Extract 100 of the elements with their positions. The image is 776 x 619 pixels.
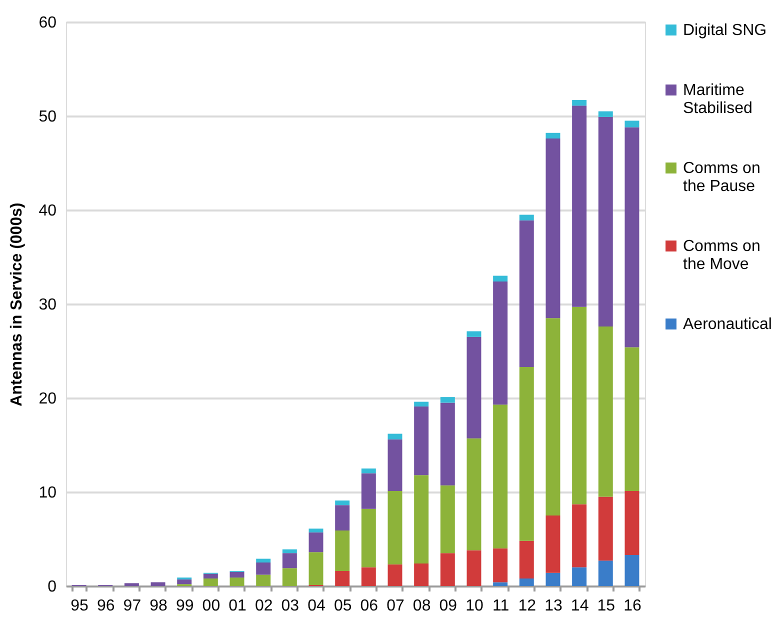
x-tick-label: 96: [96, 598, 115, 614]
bar: [519, 578, 534, 586]
bar: [388, 564, 402, 586]
bar: [230, 578, 244, 586]
bar: [519, 366, 534, 541]
legend-label: Comms on the Move: [683, 238, 760, 273]
y-tick-label: 20: [38, 390, 57, 408]
bar: [546, 572, 560, 586]
x-tick-label: 97: [123, 598, 142, 614]
bar: [598, 560, 613, 586]
bar: [388, 491, 402, 564]
bar: [598, 116, 613, 327]
x-tick-label: 15: [597, 598, 616, 614]
bar: [335, 500, 350, 506]
bar: [150, 582, 166, 586]
bar: [466, 331, 482, 337]
bar: [519, 214, 534, 220]
bar: [598, 111, 613, 117]
bar: [493, 582, 508, 586]
bar: [256, 558, 271, 562]
bar: [335, 570, 350, 586]
bar: [546, 132, 560, 139]
bar: [440, 485, 455, 554]
bar: [335, 505, 350, 531]
bar: [624, 554, 640, 586]
x-tick-label: 02: [254, 598, 273, 614]
bar: [572, 100, 587, 106]
bar: [572, 504, 587, 568]
x-tick-label: 08: [412, 598, 431, 614]
x-tick-label: 98: [150, 598, 168, 614]
bar: [414, 406, 429, 476]
bar: [546, 516, 560, 573]
bar: [466, 550, 482, 586]
bar: [546, 318, 560, 516]
bar: [335, 530, 350, 571]
x-tick-label: 10: [466, 598, 484, 614]
bar: [624, 347, 640, 492]
bar: [203, 578, 218, 586]
bar: [308, 552, 324, 586]
x-tick-label: 09: [439, 598, 458, 614]
x-tick-label: 11: [492, 598, 510, 614]
y-tick-label: 50: [38, 108, 57, 126]
bar: [624, 120, 640, 128]
bar: [546, 138, 560, 318]
x-tick-label: 07: [386, 598, 404, 614]
x-tick-label: 95: [70, 598, 89, 614]
bar: [466, 438, 482, 550]
bar: [598, 326, 613, 497]
bar: [519, 220, 534, 367]
bar: [256, 574, 271, 586]
bar: [256, 562, 271, 575]
y-tick-label: 30: [38, 296, 57, 314]
bar: [440, 553, 455, 586]
bar: [203, 574, 218, 578]
bar: [230, 572, 244, 578]
bar: [624, 491, 640, 555]
bar: [282, 553, 297, 568]
bar: [177, 579, 192, 584]
bar: [493, 276, 508, 282]
x-tick-label: 14: [570, 598, 589, 614]
bar: [308, 528, 324, 532]
bar: [519, 540, 534, 578]
legend-label: Maritime Stabilised: [683, 82, 752, 117]
bar: [124, 583, 139, 586]
bar: [361, 508, 376, 568]
bar: [624, 127, 640, 348]
bar: [388, 439, 402, 492]
bar: [440, 397, 455, 403]
y-tick-label: 0: [48, 578, 57, 596]
x-tick-label: 16: [624, 598, 642, 614]
bar: [361, 468, 376, 474]
x-tick-label: 00: [202, 598, 220, 614]
bar: [308, 532, 324, 552]
y-tick-label: 60: [38, 14, 57, 32]
bar: [493, 281, 508, 405]
legend-label: Comms on the Pause: [683, 160, 760, 195]
x-tick-label: 03: [281, 598, 300, 614]
bar: [493, 404, 508, 548]
bar: [572, 106, 587, 307]
x-tick-label: 05: [334, 598, 352, 614]
bar: [361, 567, 376, 586]
bar: [414, 402, 429, 406]
y-tick-label: 40: [38, 202, 57, 220]
bar: [572, 567, 587, 586]
bar: [414, 475, 429, 564]
bar: [440, 402, 455, 486]
x-tick-label: 13: [544, 598, 562, 614]
bar: [361, 473, 376, 509]
bar: [414, 563, 429, 586]
bar: [466, 336, 482, 438]
x-tick-label: 99: [176, 598, 194, 614]
legend-label: Digital SNG: [683, 22, 767, 39]
bar: [282, 549, 297, 554]
y-tick-label: 10: [38, 484, 57, 502]
x-tick-label: 04: [308, 598, 326, 614]
x-tick-label: 01: [228, 598, 247, 614]
legend-label: Aeronautical: [683, 316, 772, 333]
y-axis-title: Antennas in Service (000s): [8, 202, 26, 406]
bar: [572, 306, 587, 504]
x-tick-label: 12: [518, 598, 536, 614]
